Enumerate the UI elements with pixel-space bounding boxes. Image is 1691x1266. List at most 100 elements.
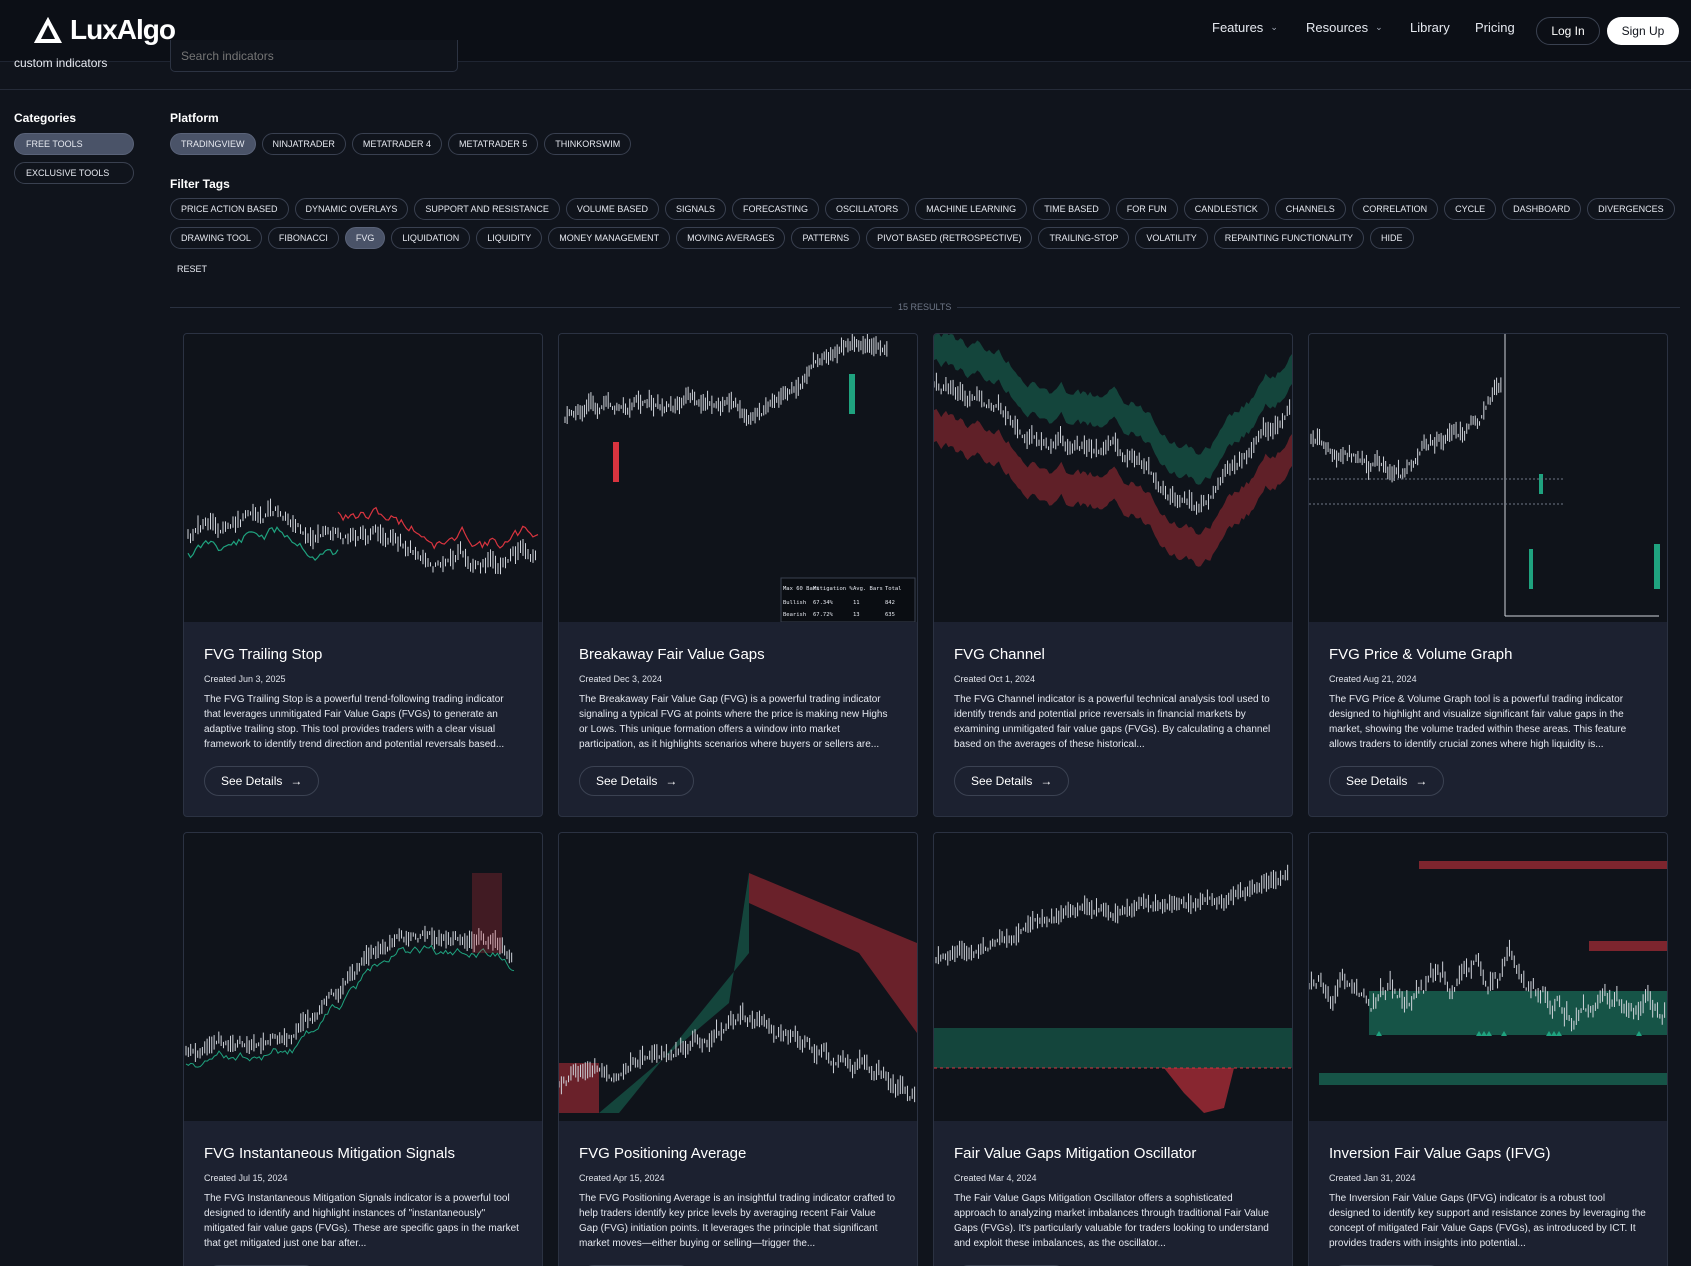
category-free-tools[interactable]: FREE TOOLS	[14, 133, 134, 155]
arrow-right-icon: →	[1040, 774, 1053, 788]
nav-resources[interactable]: Resources ⌄	[1306, 20, 1383, 35]
filter-tag-dynamic-overlays[interactable]: DYNAMIC OVERLAYS	[294, 198, 409, 220]
filter-tag-repainting-functionality[interactable]: REPAINTING FUNCTIONALITY	[1213, 227, 1365, 249]
see-details-label: See Details	[1346, 774, 1408, 788]
indicator-card[interactable]: FVG Trailing Stop Created Jun 3, 2025 Th…	[183, 333, 543, 817]
filter-tag-volume-based[interactable]: VOLUME BASED	[565, 198, 659, 220]
bull-signal-icon	[1636, 1031, 1642, 1036]
filter-tag-time-based[interactable]: TIME BASED	[1033, 198, 1110, 220]
chart-svg	[559, 873, 917, 1113]
nav-features[interactable]: Features ⌄	[1212, 20, 1278, 35]
card-description: The FVG Instantaneous Mitigation Signals…	[204, 1193, 519, 1249]
see-details-button[interactable]: See Details →	[1329, 766, 1445, 796]
bull-signal-icon	[1481, 1031, 1487, 1036]
filter-tag-money-management[interactable]: MONEY MANAGEMENT	[548, 227, 671, 249]
price-candles	[1310, 377, 1502, 483]
filter-tag-candlestick[interactable]: CANDLESTICK	[1183, 198, 1269, 220]
stats-cell: Bullish	[783, 600, 806, 606]
signup-button[interactable]: Sign Up	[1607, 17, 1679, 45]
filter-tag-support-and-resistance[interactable]: SUPPORT AND RESISTANCE	[414, 198, 560, 220]
see-details-button[interactable]: See Details →	[204, 766, 320, 796]
channel-lower-band	[934, 409, 1292, 567]
filter-tag-signals[interactable]: SIGNALS	[664, 198, 726, 220]
platform-ninjatrader[interactable]: NINJATRADER	[261, 133, 346, 155]
filter-tag-volatility[interactable]: VOLATILITY	[1135, 227, 1208, 249]
stats-header: Mitigation %	[813, 586, 853, 592]
bull-signal-icon	[1501, 1031, 1507, 1036]
see-details-button[interactable]: See Details →	[954, 766, 1070, 796]
indicator-preview-chart	[934, 334, 1292, 622]
platform-metatrader5[interactable]: METATRADER 5	[448, 133, 539, 155]
nav-library[interactable]: Library	[1410, 20, 1450, 35]
chart-svg	[934, 334, 1292, 567]
filter-tag-hide[interactable]: HIDE	[1370, 227, 1414, 249]
price-candles	[559, 1002, 916, 1103]
filter-tag-drawing-tool[interactable]: DRAWING TOOL	[170, 227, 262, 249]
see-details-label: See Details	[596, 774, 658, 788]
stats-cell: Bearish	[783, 612, 806, 618]
filter-tag-channels[interactable]: CHANNELS	[1274, 198, 1346, 220]
price-candles	[935, 864, 1289, 966]
category-exclusive-tools[interactable]: EXCLUSIVE TOOLS	[14, 162, 134, 184]
search-input[interactable]	[170, 40, 458, 72]
indicator-preview-chart: Max 60 Bars Mitigation % Avg. Bars Total Bul…	[559, 334, 917, 622]
ifvg-bear-zone	[1589, 941, 1667, 951]
header-divider	[0, 89, 1691, 90]
filter-tag-fibonacci[interactable]: FIBONACCI	[267, 227, 339, 249]
indicator-card[interactable]: Fair Value Gaps Mitigation Oscillator Cr…	[933, 832, 1293, 1266]
platform-chips: TRADINGVIEW NINJATRADER METATRADER 4 MET…	[170, 133, 632, 155]
arrow-right-icon: →	[1415, 774, 1428, 788]
indicator-preview-chart	[559, 833, 917, 1121]
filter-tag-patterns[interactable]: PATTERNS	[791, 227, 861, 249]
filter-tag-machine-learning[interactable]: MACHINE LEARNING	[915, 198, 1028, 220]
platform-metatrader4[interactable]: METATRADER 4	[351, 133, 443, 155]
platform-thinkorswim[interactable]: THINKORSWIM	[544, 133, 632, 155]
filter-tag-cycle[interactable]: CYCLE	[1444, 198, 1497, 220]
filter-tag-divergences[interactable]: DIVERGENCES	[1587, 198, 1675, 220]
indicator-card[interactable]: FVG Positioning Average Created Apr 15, …	[558, 832, 918, 1266]
chevron-down-icon: ⌄	[1375, 22, 1383, 32]
chart-svg	[934, 864, 1292, 1113]
indicator-card[interactable]: FVG Price & Volume Graph Created Aug 21,…	[1308, 333, 1668, 817]
card-title: FVG Channel	[954, 646, 1045, 663]
platform-tradingview[interactable]: TRADINGVIEW	[170, 133, 256, 155]
price-candles	[185, 925, 513, 1062]
filter-tag-fvg[interactable]: FVG	[344, 227, 386, 249]
login-button[interactable]: Log In	[1536, 17, 1600, 45]
chart-svg	[1309, 861, 1667, 1085]
filter-tag-trailing-stop[interactable]: TRAILING-STOP	[1038, 227, 1130, 249]
card-description: The FVG Channel indicator is a powerful …	[954, 694, 1271, 750]
filter-tag-liquidation[interactable]: LIQUIDATION	[391, 227, 471, 249]
card-description: The FVG Trailing Stop is a powerful tren…	[204, 694, 505, 750]
indicator-preview-chart	[184, 833, 542, 1121]
stats-cell: 842	[885, 600, 895, 606]
card-date: Created Jun 3, 2025	[204, 674, 286, 684]
indicator-card[interactable]: FVG Instantaneous Mitigation Signals Cre…	[183, 832, 543, 1266]
filter-tag-pivot-based-retrospective[interactable]: PIVOT BASED (RETROSPECTIVE)	[866, 227, 1033, 249]
indicator-card[interactable]: FVG Channel Created Oct 1, 2024 The FVG …	[933, 333, 1293, 817]
mitigation-bull-line	[185, 944, 515, 1068]
indicator-preview-chart	[1309, 334, 1667, 622]
card-title: Fair Value Gaps Mitigation Oscillator	[954, 1145, 1197, 1162]
nav-library-label: Library	[1410, 20, 1450, 35]
nav-pricing[interactable]: Pricing	[1475, 20, 1515, 35]
see-details-button[interactable]: See Details →	[579, 766, 695, 796]
chart-svg	[187, 498, 539, 575]
filter-tag-price-action-based[interactable]: PRICE ACTION BASED	[170, 198, 289, 220]
price-candles	[1309, 939, 1666, 1032]
filter-tag-forecasting[interactable]: FORECASTING	[731, 198, 819, 220]
see-details-label: See Details	[221, 774, 283, 788]
filter-tag-dashboard[interactable]: DASHBOARD	[1502, 198, 1582, 220]
filter-tag-oscillators[interactable]: OSCILLATORS	[824, 198, 910, 220]
indicator-card[interactable]: Max 60 Bars Mitigation % Avg. Bars Total Bul…	[558, 333, 918, 817]
indicator-preview-chart	[1309, 833, 1667, 1121]
filter-tag-for-fun[interactable]: FOR FUN	[1115, 198, 1178, 220]
card-title: FVG Instantaneous Mitigation Signals	[204, 1145, 455, 1162]
filter-tag-liquidity[interactable]: LIQUIDITY	[476, 227, 543, 249]
reset-filters-button[interactable]: RESET	[177, 264, 208, 274]
indicator-card[interactable]: Inversion Fair Value Gaps (IFVG) Created…	[1308, 832, 1668, 1266]
filter-tag-correlation[interactable]: CORRELATION	[1351, 198, 1439, 220]
filter-tag-moving-averages[interactable]: MOVING AVERAGES	[676, 227, 786, 249]
luxalgo-logo[interactable]: LuxAlgo	[32, 14, 176, 46]
